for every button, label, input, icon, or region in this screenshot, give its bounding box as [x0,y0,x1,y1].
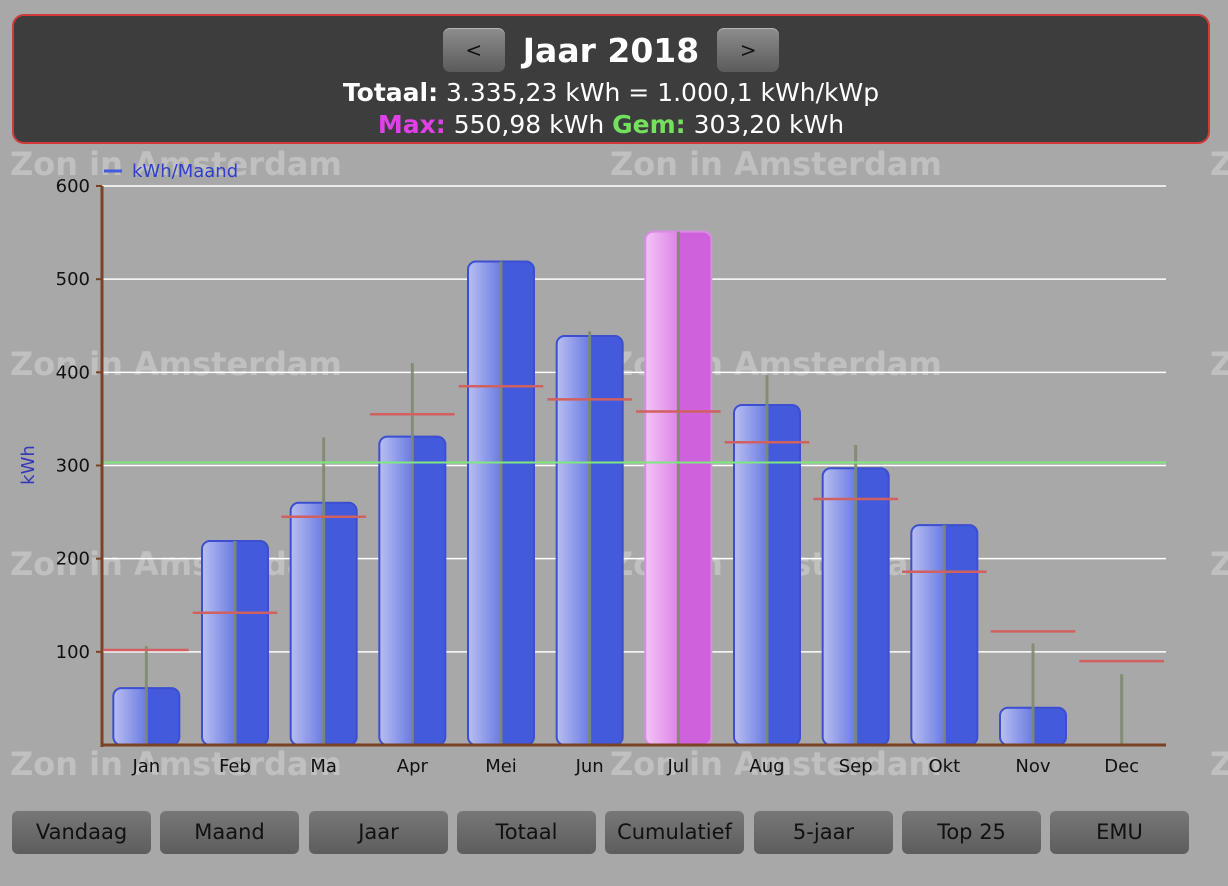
max-average-line: Max: 550,98 kWh Gem: 303,20 kWh [14,110,1208,140]
x-tick-label: Ma [310,756,337,777]
watermark-text: Zon in Amsterdam [10,745,342,783]
next-year-button[interactable]: > [717,28,780,72]
watermark-text: Zon in Amsterdam [610,745,942,783]
top-25-button[interactable]: Top 25 [902,810,1041,854]
y-tick-label: 300 [56,456,90,477]
y-tick-label: 400 [56,362,90,383]
y-tick-label: 600 [56,176,90,197]
y-tick-label: 100 [56,642,90,663]
watermark-text: Zon in Amsterdam [10,545,342,583]
y-tick-label: 500 [56,269,90,290]
x-tick-label: Okt [929,756,961,777]
total-button[interactable]: Totaal [457,810,596,854]
five-year-button[interactable]: 5-jaar [754,810,893,854]
watermark-text: Zon in Amsterdam [10,345,342,383]
axes [96,185,1166,747]
average-value: 303,20 kWh [693,110,845,139]
watermark-text: Zon in Amsterdam [10,145,342,183]
reference-lines [102,385,1166,663]
cumulative-button[interactable]: Cumulatief [605,810,744,854]
month-button[interactable]: Maand [160,810,299,854]
x-tick-label: Sep [839,756,873,777]
year-summary-panel: < Jaar 2018 > Totaal: 3.335,23 kWh = 1.0… [12,14,1210,144]
year-navigation: < Jaar 2018 > [14,26,1208,74]
x-tick-label: Aug [749,756,784,777]
x-tick-label: Jun [575,756,604,777]
watermark-text: Zon in Amsterdam [610,145,942,183]
legend-label: kWh/Maand [132,161,238,182]
total-value: 3.335,23 kWh = 1.000,1 kWh/kWp [446,78,880,107]
x-tick-label: Apr [397,756,429,777]
x-tick-label: Jan [131,756,160,777]
x-tick-label: Dec [1104,756,1139,777]
year-button[interactable]: Jaar [309,810,448,854]
y-axis-label: kWh [18,445,39,485]
watermark-text: Zon in Amsterdam [1210,745,1228,783]
bar-series: Jan Feb Ma Apr Mei Jun Jul Aug Sep Okt Nov Dec [112,230,1139,777]
watermark-text: Zon in Amsterdam [1210,545,1228,583]
x-tick-label: Nov [1015,756,1050,777]
x-tick-label: Feb [219,756,251,777]
total-label: Totaal: [342,78,439,107]
view-selector: Vandaag Maand Jaar Totaal Cumulatief 5-j… [12,810,1192,856]
emu-button[interactable]: EMU [1050,810,1189,854]
page-title: Jaar 2018 [522,30,700,70]
legend: kWh/Maand [104,161,238,182]
total-line: Totaal: 3.335,23 kWh = 1.000,1 kWh/kWp [14,78,1208,108]
max-label: Max: [377,110,446,139]
x-tick-label: Jul [666,756,689,777]
max-value: 550,98 kWh [453,110,605,139]
watermark-text: Zon in Amsterdam [1210,145,1228,183]
grid-lines: 100 200 300 400 500 600 [56,176,1166,663]
x-tick-label: Mei [485,756,517,777]
watermark-text: Zon in Amsterdam [1210,345,1228,383]
average-label: Gem: [612,110,686,139]
y-tick-label: 200 [56,549,90,570]
today-button[interactable]: Vandaag [12,810,151,854]
previous-year-button[interactable]: < [442,28,505,72]
